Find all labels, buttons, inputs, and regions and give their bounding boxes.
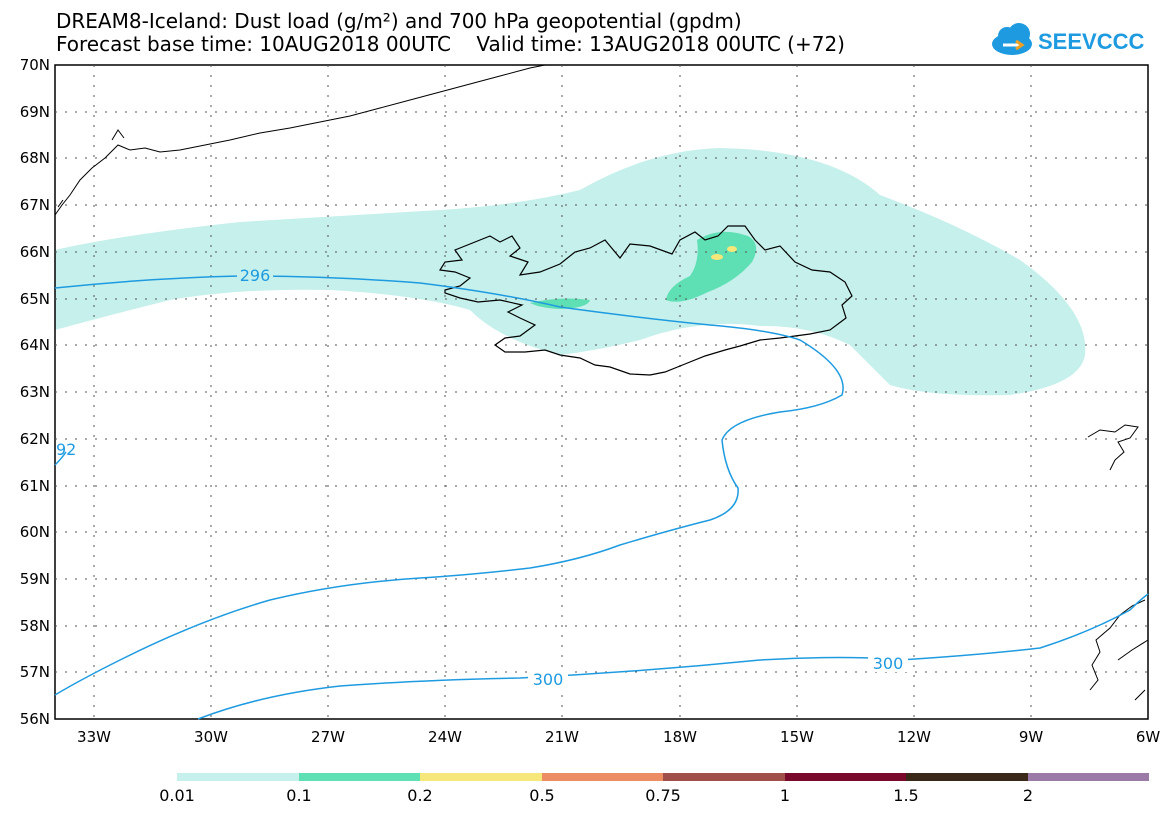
- lat-axis: 70N 69N 68N 67N 66N 65N 64N 63N 62N 61N …: [20, 56, 50, 728]
- colorbar-swatch: [785, 773, 906, 781]
- lon-label: 18W: [663, 728, 697, 746]
- lat-label: 57N: [20, 663, 50, 681]
- lon-label: 24W: [428, 728, 462, 746]
- lon-label: 21W: [545, 728, 579, 746]
- seevccc-logo: SEEVCCC: [992, 23, 1144, 55]
- contour-label-300: 300: [533, 670, 564, 689]
- contour-296: [54, 275, 844, 696]
- dust-area-020: [711, 254, 723, 260]
- greenland-coastline: [54, 64, 546, 216]
- cloud-icon: [992, 23, 1032, 55]
- lat-label: 61N: [20, 477, 50, 495]
- contour-label-300-east: 300: [873, 654, 904, 673]
- contour-300: [197, 593, 1149, 720]
- faroe-scotland-coastline: [1087, 424, 1149, 701]
- colorbar: [177, 773, 1149, 781]
- map-title: DREAM8-Iceland: Dust load (g/m²) and 700…: [56, 9, 742, 33]
- lat-label: 65N: [20, 290, 50, 308]
- dust-area-010-west: [530, 298, 590, 309]
- lon-label: 30W: [194, 728, 228, 746]
- lon-gridlines: [93, 65, 1032, 719]
- contour-292: [54, 451, 67, 466]
- lat-label: 69N: [20, 103, 50, 121]
- logo-text: SEEVCCC: [1038, 29, 1144, 54]
- contour-label-292: 92: [56, 440, 76, 459]
- lat-label: 68N: [20, 149, 50, 167]
- colorbar-swatch: [906, 773, 1028, 781]
- lat-label: 64N: [20, 336, 50, 354]
- lat-label: 58N: [20, 617, 50, 635]
- colorbar-label: 0.75: [645, 786, 681, 805]
- lat-label: 62N: [20, 430, 50, 448]
- colorbar-swatch: [1028, 773, 1149, 781]
- colorbar-label: 0.5: [529, 786, 555, 805]
- lat-label: 59N: [20, 570, 50, 588]
- colorbar-label: 2: [1022, 786, 1034, 805]
- lon-label: 33W: [77, 728, 111, 746]
- lon-label: 27W: [311, 728, 345, 746]
- colorbar-swatch: [177, 773, 299, 781]
- lat-label: 67N: [20, 196, 50, 214]
- dust-area-020: [727, 246, 737, 252]
- map-subtitle: Forecast base time: 10AUG2018 00UTC Vali…: [56, 32, 845, 56]
- colorbar-label: 1: [779, 786, 791, 805]
- contour-label-296: 296: [240, 266, 271, 285]
- lon-label: 9W: [1019, 728, 1044, 746]
- iceland-coastline: [438, 225, 853, 376]
- dust-area-001: [55, 148, 1086, 396]
- lon-label: 15W: [780, 728, 814, 746]
- colorbar-swatch: [663, 773, 785, 781]
- colorbar-label: 0.01: [159, 786, 195, 805]
- lat-gridlines: [55, 111, 1148, 673]
- colorbar-label: 0.2: [407, 786, 433, 805]
- colorbar-swatch: [299, 773, 420, 781]
- colorbar-swatch: [420, 773, 542, 781]
- lon-axis: 33W 30W 27W 24W 21W 18W 15W 12W 9W 6W: [77, 728, 1160, 746]
- lat-label: 60N: [20, 523, 50, 541]
- lat-label: 70N: [20, 56, 50, 74]
- lon-label: 12W: [897, 728, 931, 746]
- lon-label: 6W: [1136, 728, 1161, 746]
- colorbar-swatch: [542, 773, 663, 781]
- lat-label: 63N: [20, 383, 50, 401]
- colorbar-label: 0.1: [286, 786, 312, 805]
- lat-label: 56N: [20, 710, 50, 728]
- colorbar-label: 1.5: [893, 786, 919, 805]
- lat-label: 66N: [20, 243, 50, 261]
